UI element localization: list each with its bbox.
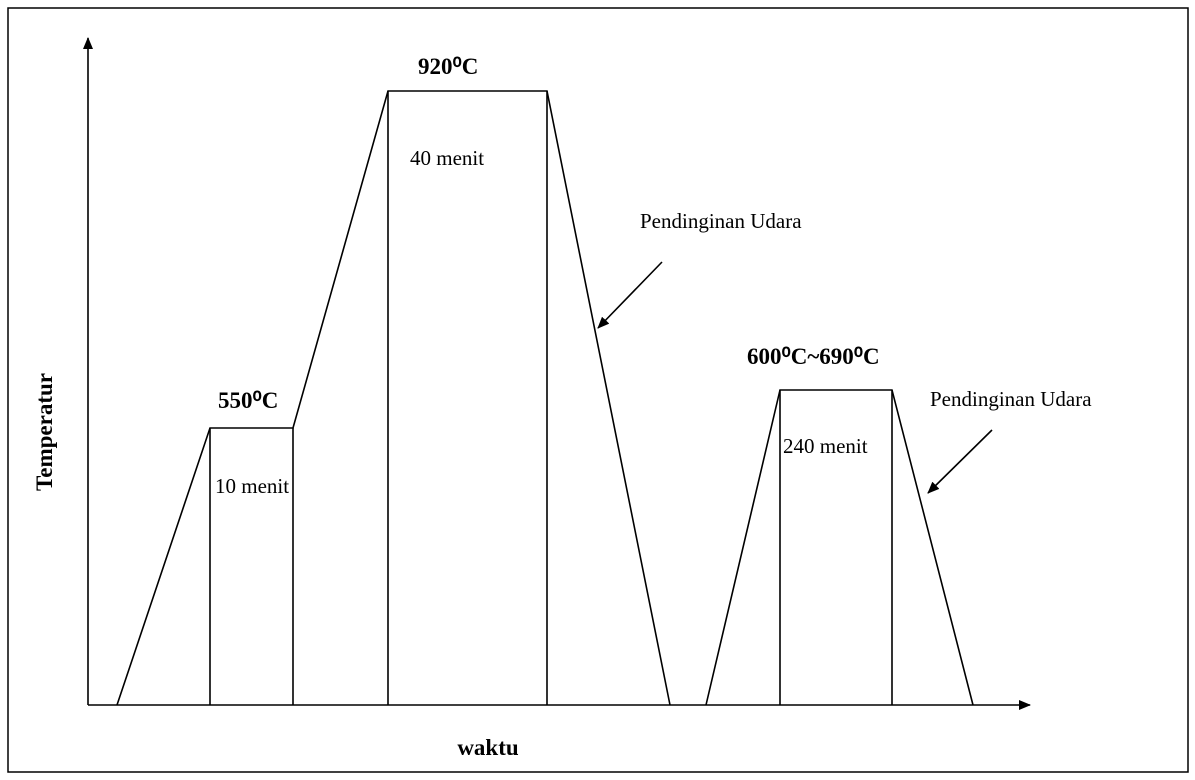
x-axis-label: waktu	[457, 735, 519, 760]
stage-duration: 40 menit	[410, 146, 484, 170]
stage-temperature: 550⁰C	[218, 388, 278, 413]
diagram: 550⁰C 10 menit 920⁰C 40 menit 600⁰C~690⁰…	[0, 0, 1195, 780]
stage-duration: 240 menit	[783, 434, 868, 458]
annotation: Pendinginan Udara	[930, 387, 1092, 411]
stage-duration: 10 menit	[215, 474, 289, 498]
y-axis-label: Temperatur	[32, 373, 57, 491]
annotation: Pendinginan Udara	[640, 209, 802, 233]
stage-temperature: 920⁰C	[418, 54, 478, 79]
stage-temperature: 600⁰C~690⁰C	[747, 344, 880, 369]
